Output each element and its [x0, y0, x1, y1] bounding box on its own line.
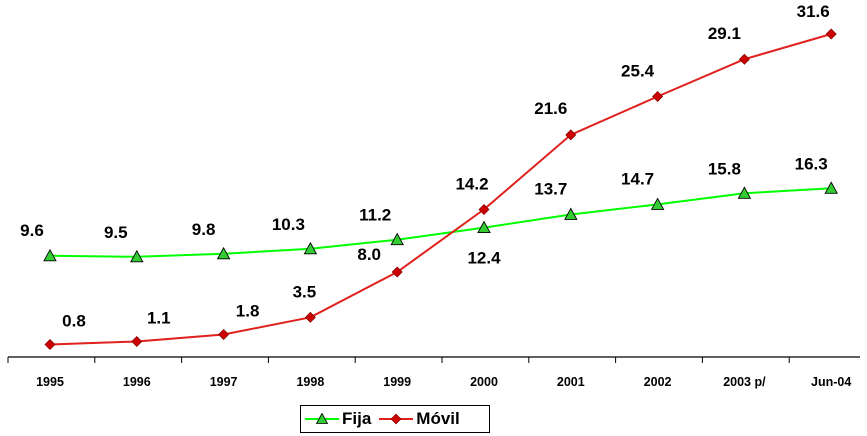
fija-data-label: 15.8 — [708, 159, 741, 178]
fija-data-label: 14.7 — [621, 169, 654, 188]
movil-data-label: 1.8 — [236, 301, 260, 320]
movil-point-marker — [304, 311, 316, 323]
fija-data-label: 9.8 — [192, 220, 216, 239]
movil-point-marker — [825, 28, 837, 40]
x-tick-label: 1998 — [296, 375, 324, 389]
line-chart: 1995 1996 1997 1998 1999 2000 2001 2002 2003 p/J… — [7, 2, 860, 389]
movil-point-marker — [218, 328, 230, 340]
legend-item-fija: Fija — [305, 409, 371, 429]
fija-point-marker — [564, 207, 578, 220]
movil-legend-swatch-icon — [379, 413, 414, 425]
x-tick-label: 2003 p/ — [723, 375, 766, 389]
movil-data-label: 1.1 — [147, 309, 171, 328]
fija-point-marker — [303, 241, 318, 255]
fija-point-marker — [824, 181, 838, 194]
fija-legend-swatch-icon — [305, 412, 339, 424]
movil-data-label: 25.4 — [621, 62, 655, 81]
movil-point-marker — [738, 53, 750, 65]
x-tick-label: 2000 — [470, 375, 498, 389]
data-labels: 9.6 9.5 9.8 10.3 11.2 12.4 13.7 14.7 15.8 16.3 0.8… — [20, 2, 830, 331]
movil-data-label: 21.6 — [534, 99, 567, 118]
movil-data-label: 3.5 — [293, 282, 317, 301]
fija-data-label: 12.4 — [467, 249, 501, 268]
x-tick-label: 1995 — [36, 375, 64, 389]
x-axis-ticks — [7, 357, 790, 363]
movil-data-label: 29.1 — [708, 24, 741, 43]
fija-point-marker — [650, 197, 665, 210]
movil-data-label: 14.2 — [455, 174, 488, 193]
fija-point-marker — [130, 249, 144, 263]
x-tick-label: Jun-04 — [811, 375, 851, 389]
movil-data-label: 8.0 — [357, 245, 381, 264]
x-axis-tick-labels: 1995 1996 1997 1998 1999 2000 2001 2002 2003 p/J… — [36, 375, 851, 389]
fija-point-marker — [477, 220, 491, 234]
fija-data-label: 9.5 — [104, 223, 128, 242]
legend-label-fija: Fija — [342, 409, 372, 428]
movil-point-marker — [652, 91, 664, 103]
movil-data-label: 31.6 — [797, 2, 830, 21]
fija-point-marker — [390, 232, 404, 246]
series-lines — [49, 33, 832, 346]
series-line-fija — [49, 187, 832, 258]
x-tick-label: 1997 — [210, 375, 238, 389]
fija-point-marker — [216, 246, 231, 260]
fija-data-label: 13.7 — [534, 179, 567, 198]
movil-point-marker — [131, 336, 143, 348]
legend-item-movil: Móvil — [379, 409, 460, 429]
fija-data-label: 9.6 — [20, 221, 44, 240]
legend-label-movil: Móvil — [416, 409, 460, 428]
movil-point-marker — [391, 266, 403, 278]
x-tick-label: 1999 — [383, 375, 411, 389]
x-tick-label: 1996 — [123, 375, 151, 389]
x-tick-label: 2001 — [557, 375, 585, 389]
movil-point-marker — [565, 129, 577, 141]
fija-point-marker — [737, 186, 752, 199]
series-line-movil — [49, 33, 832, 346]
fija-data-label: 11.2 — [359, 206, 391, 225]
x-tick-label: 2002 — [644, 375, 672, 389]
movil-point-marker — [44, 339, 56, 351]
fija-point-marker — [43, 248, 57, 262]
chart-legend: Fija Móvil — [300, 405, 490, 433]
fija-data-label: 10.3 — [272, 215, 305, 234]
fija-data-label: 16.3 — [795, 154, 828, 173]
movil-data-label: 0.8 — [62, 312, 86, 331]
movil-point-marker — [478, 203, 490, 215]
series-markers — [43, 28, 838, 351]
